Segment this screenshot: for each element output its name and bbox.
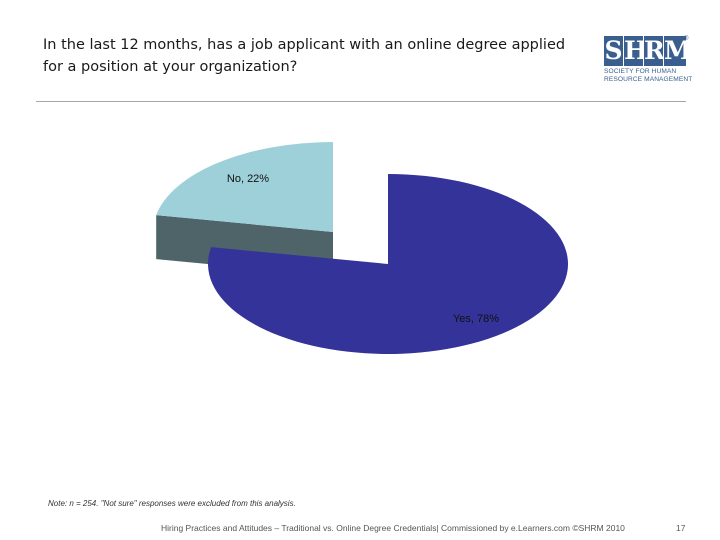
page-number: 17 xyxy=(676,523,686,533)
pie-slice-yes xyxy=(207,174,568,354)
pie-tops xyxy=(207,174,568,354)
shrm-logo-mark: S H R M xyxy=(604,36,692,66)
data-label-no: No, 22% xyxy=(227,173,269,185)
page-title: In the last 12 months, has a job applica… xyxy=(43,34,603,78)
footnote: Note: n = 254. "Not sure" responses were… xyxy=(48,499,296,508)
title-line-2: for a position at your organization? xyxy=(43,59,298,75)
title-line-1: In the last 12 months, has a job applica… xyxy=(43,37,566,53)
pie-labels: No, 22% Yes, 78% xyxy=(227,173,499,325)
shrm-logo: S H R M ® SOCIETY FOR HUMAN RESOURCE MAN… xyxy=(604,36,693,88)
logo-subtitle: SOCIETY FOR HUMAN RESOURCE MANAGEMENT xyxy=(604,68,693,83)
logo-letter-s: S xyxy=(604,36,623,66)
title-divider xyxy=(36,101,686,102)
logo-letter-r: R xyxy=(644,36,665,66)
registered-mark: ® xyxy=(684,36,689,42)
data-label-yes: Yes, 78% xyxy=(453,313,499,325)
footer-text: Hiring Practices and Attitudes – Traditi… xyxy=(161,523,625,533)
logo-subtitle-line-1: SOCIETY FOR HUMAN xyxy=(604,68,677,75)
pie-top-no xyxy=(156,142,333,232)
logo-letter-h: H xyxy=(624,36,648,66)
pie-top-yes xyxy=(207,174,568,354)
logo-subtitle-line-2: RESOURCE MANAGEMENT xyxy=(604,75,693,83)
pie-slice-no xyxy=(156,142,333,232)
